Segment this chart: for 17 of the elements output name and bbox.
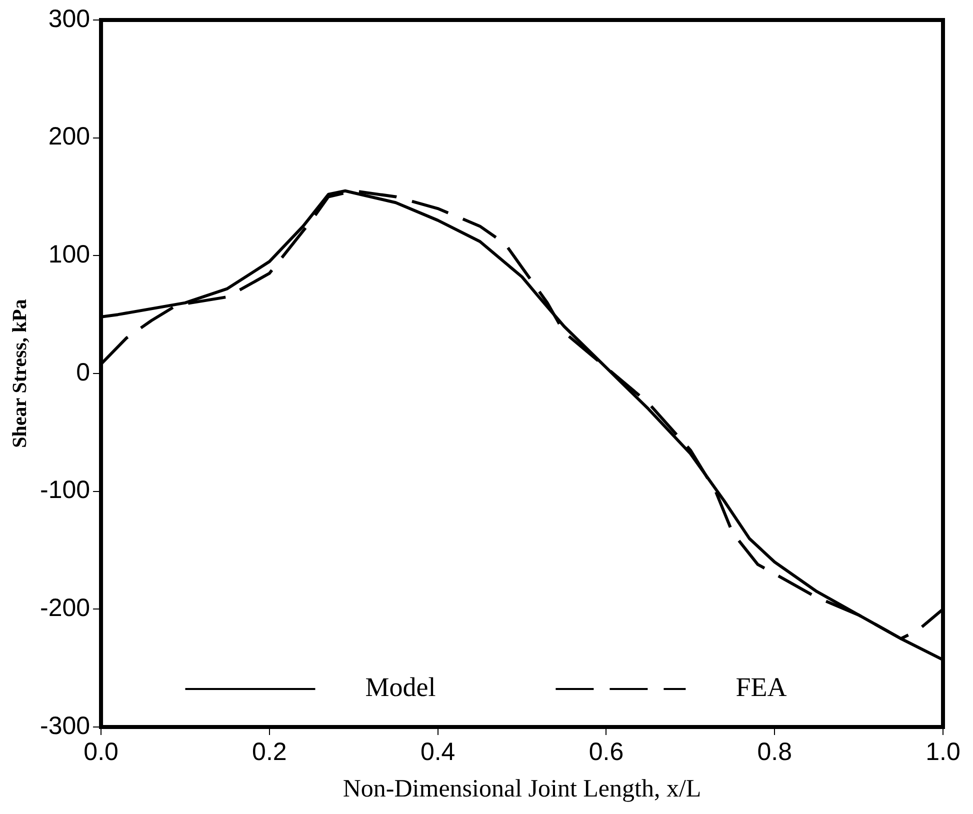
x-axis-title: Non-Dimensional Joint Length, x/L (342, 776, 702, 803)
x-tick-label: 0.2 (252, 738, 287, 766)
y-tick-label: -200 (40, 594, 90, 622)
x-tick-label: 1.0 (926, 738, 960, 766)
legend-label: Model (365, 672, 436, 702)
y-axis-title: Shear Stress, kPa (9, 299, 32, 448)
legend-label: FEA (736, 672, 788, 702)
x-tick-label: 0.8 (757, 738, 792, 766)
y-tick-label: -300 (40, 712, 90, 740)
y-tick-label: 100 (48, 240, 90, 269)
y-tick-label: -100 (40, 476, 90, 504)
x-tick-label: 0.0 (84, 738, 118, 766)
y-tick-label: 300 (48, 4, 90, 33)
x-tick-label: 0.6 (588, 738, 624, 766)
y-tick-label: 0 (76, 358, 90, 386)
y-tick-label: 200 (48, 122, 90, 151)
x-tick-label: 0.4 (420, 738, 456, 766)
